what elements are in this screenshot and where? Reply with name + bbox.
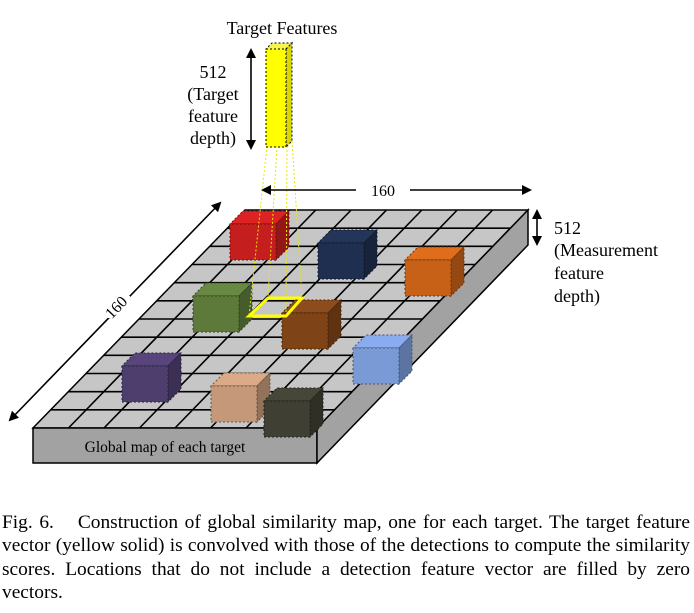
target-feature-vector	[264, 41, 294, 149]
feature-cube	[228, 209, 291, 262]
feature-cube	[403, 245, 466, 298]
feature-cube	[209, 371, 272, 424]
projection-lines	[248, 140, 303, 317]
target-depth-value: 512	[200, 62, 227, 82]
similarity-map-diagram: Global map of each target Target Feature…	[8, 18, 658, 465]
target-depth-line-3: depth)	[190, 128, 236, 149]
measurement-depth-value: 512	[554, 218, 581, 238]
width-label: 160	[371, 183, 395, 200]
caption-label: Fig. 6.	[2, 512, 54, 533]
measurement-depth-line-3: depth)	[554, 286, 600, 307]
target-features-title: Target Features	[227, 18, 338, 38]
measurement-depth-line-1: (Measurement	[554, 240, 658, 261]
caption-text: Construction of global similarity map, o…	[2, 512, 690, 604]
feature-cube	[262, 386, 325, 439]
feature-cube	[316, 228, 379, 281]
feature-cube	[280, 298, 343, 351]
feature-cube	[191, 281, 254, 334]
base-label: Global map of each target	[85, 439, 246, 456]
target-depth-line-1: (Target	[187, 84, 238, 105]
measurement-depth-line-2: feature	[554, 263, 604, 283]
target-location-cell	[245, 296, 306, 318]
feature-cube	[120, 351, 183, 404]
figure-caption: Fig. 6. Construction of global similarity…	[2, 511, 690, 605]
feature-cube	[351, 333, 414, 386]
target-depth-line-2: feature	[188, 106, 238, 126]
